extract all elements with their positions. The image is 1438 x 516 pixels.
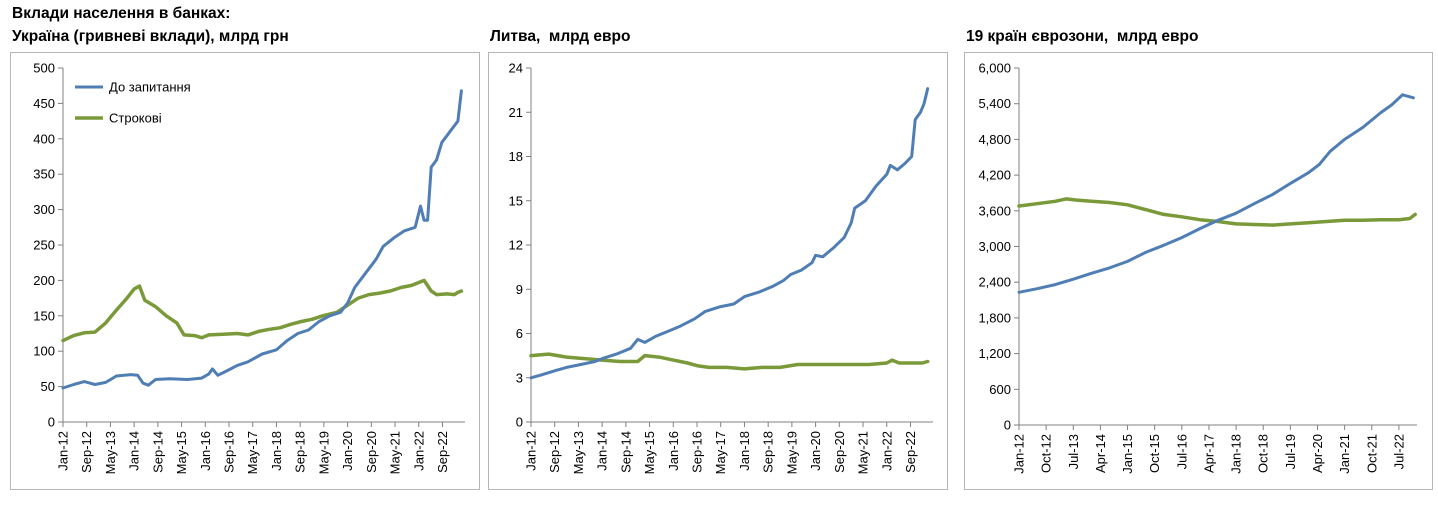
x-tick-label: Jan-18 [1229,434,1244,474]
x-tick-label: Sep-18 [293,431,308,473]
term-series-line [529,352,930,371]
x-tick-label: Sep-16 [222,431,237,473]
x-tick-label: May-15 [642,431,657,474]
x-tick-label: Sep-20 [364,431,379,473]
legend-label: До запитання [109,80,191,95]
chart-panel-eurozone: 0 600 1,200 1,800 2,400 3,000 3,600 4,200 4,800 5… [964,52,1433,490]
x-tick-label: Sep-14 [150,431,165,473]
x-tick-label: May-21 [388,431,403,474]
chart-lithuania: 0 3 6 9 12 15 18 21 24 Jan-12 Sep-12 May-13 Jan-14 Se… [509,61,933,474]
y-tick-label: 4,200 [978,168,1011,183]
y-tick-label: 24 [509,61,523,76]
y-tick-label: 400 [33,131,55,146]
x-tick-label: May-19 [784,431,799,474]
x-tick-label: Oct-15 [1147,434,1162,473]
y-tick-label: 12 [509,238,523,253]
x-tick-label: Oct-18 [1256,434,1271,473]
x-tick-label: Oct-12 [1039,434,1054,473]
x-tick-label: Sep-22 [435,431,450,473]
x-tick-label: May-13 [571,431,586,474]
x-tick-label: Jan-16 [198,431,213,471]
y-tick-label: 500 [33,61,55,76]
x-tick-label: Jan-22 [879,431,894,471]
x-tick-label: Jan-14 [127,431,142,471]
x-tick-label: May-19 [316,431,331,474]
y-tick-label: 150 [33,308,55,323]
x-tick-label: Jan-22 [411,431,426,471]
x-tick-label: Sep-14 [618,431,633,473]
y-tick-label: 1,800 [978,310,1011,325]
x-tick-label: Sep-12 [79,431,94,473]
x-tick-label: Apr-14 [1093,434,1108,473]
y-tick-label: 50 [41,379,55,394]
y-tick-label: 3,000 [978,239,1011,254]
y-tick-label: 2,400 [978,275,1011,290]
y-tick-label: 5,400 [978,96,1011,111]
y-tick-label: 1,200 [978,346,1011,361]
y-tick-label: 200 [33,273,55,288]
y-tick-label: 250 [33,238,55,253]
y-tick-label: 450 [33,96,55,111]
chart-title-ukraine: Україна (гривневі вклади), млрд грн [12,28,289,45]
chart-panel-ukraine: 0 50 100 150 200 250 300 350 400 450 500 Jan-12 Sep-… [10,52,480,490]
x-tick-label: Sep-16 [690,431,705,473]
x-tick-label: Jan-18 [737,431,752,471]
x-tick-label: Jan-15 [1120,434,1135,474]
x-tick-label: Jul-22 [1391,434,1406,469]
x-tick-label: Sep-20 [832,431,847,473]
x-tick-label: Apr-20 [1310,434,1325,473]
x-tick-label: May-17 [713,431,728,474]
y-tick-label: 4,800 [978,132,1011,147]
x-tick-label: Jan-12 [524,431,539,471]
y-tick-label: 18 [509,149,523,164]
x-tick-label: Sep-22 [903,431,918,473]
legend-label: Строкові [109,111,162,126]
y-tick-label: 100 [33,344,55,359]
chart-panel-lithuania: 0 3 6 9 12 15 18 21 24 Jan-12 Sep-12 May-13 Jan-14 Se… [488,52,948,490]
y-tick-label: 300 [33,202,55,217]
y-tick-label: 6 [516,326,523,341]
x-tick-label: May-13 [103,431,118,474]
x-tick-label: Jan-20 [340,431,355,471]
y-tick-label: 9 [516,282,523,297]
x-tick-label: Sep-12 [547,431,562,473]
x-tick-label: Jul-16 [1174,434,1189,469]
y-tick-label: 350 [33,167,55,182]
x-tick-label: Jan-16 [666,431,681,471]
x-tick-label: Oct-21 [1364,434,1379,473]
term-series-line [61,278,464,343]
y-tick-label: 0 [1004,418,1011,433]
x-tick-label: Jul-13 [1066,434,1081,469]
y-tick-label: 0 [516,415,523,430]
y-tick-label: 600 [989,382,1011,397]
x-tick-label: Sep-18 [761,431,776,473]
x-tick-label: Jul-19 [1283,434,1298,469]
x-tick-label: Jan-14 [595,431,610,471]
y-tick-label: 15 [509,193,523,208]
chart-eurozone: 0 600 1,200 1,800 2,400 3,000 3,600 4,200 4,800 5… [978,61,1417,474]
x-tick-label: May-17 [245,431,260,474]
demand-series-line [1017,93,1415,294]
y-tick-label: 3,600 [978,203,1011,218]
demand-series-line [61,89,463,390]
y-tick-label: 0 [48,415,55,430]
demand-series-line [529,87,930,380]
chart-ukraine: 0 50 100 150 200 250 300 350 400 450 500 Jan-12 Sep-… [33,61,465,474]
y-tick-label: 6,000 [978,61,1011,76]
x-tick-label: May-15 [174,431,189,474]
x-tick-label: Jan-12 [1012,434,1027,474]
x-tick-label: Jan-20 [808,431,823,471]
y-tick-label: 3 [516,370,523,385]
x-tick-label: Apr-17 [1201,434,1216,473]
x-tick-label: Jan-21 [1337,434,1352,474]
chart-title-eurozone: 19 країн єврозони, млрд евро [966,28,1199,45]
x-tick-label: May-21 [856,431,871,474]
y-tick-label: 21 [509,105,523,120]
x-tick-label: Jan-12 [56,431,71,471]
x-tick-label: Jan-18 [269,431,284,471]
page-title: Вклади населення в банках: [12,5,231,22]
chart-title-lithuania: Литва, млрд евро [490,28,631,45]
